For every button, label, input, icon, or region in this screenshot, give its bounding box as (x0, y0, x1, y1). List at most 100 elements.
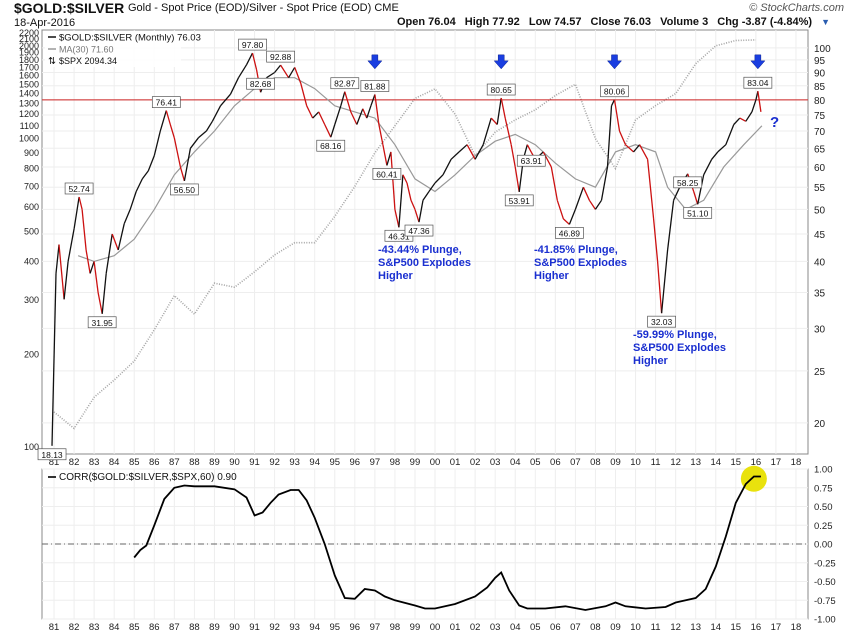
x-tick-label: 08 (590, 457, 601, 468)
y-right-tick-label: 30 (814, 324, 826, 335)
ratio-series-segment (105, 233, 113, 274)
x-tick-label: 03 (490, 457, 501, 468)
ratio-series-segment (251, 52, 258, 71)
annotation-text: -59.99% Plunge, (633, 329, 717, 341)
brand-logo[interactable]: © StockCharts.com (749, 2, 844, 14)
x-tick-label: 13 (690, 457, 701, 468)
y-right-tick-label: 45 (814, 230, 826, 241)
ratio-series-segment (442, 158, 452, 176)
x-tick-label: 93 (289, 622, 300, 633)
x-tick-label: 13 (690, 622, 701, 633)
value-label-box (516, 154, 546, 167)
corr-y-tick-label: 0.25 (814, 521, 833, 532)
ratio-series-segment (189, 137, 199, 149)
corr-title: CORR($GOLD:$SILVER,$SPX,60) 0.90 (59, 472, 237, 483)
ratio-series-segment (73, 196, 80, 229)
ratio-series-segment (67, 228, 75, 262)
ratio-series-segment (147, 155, 155, 172)
ratio-series-segment (141, 170, 149, 180)
down-arrow-icon (750, 54, 766, 70)
ratio-series-segment (58, 244, 65, 300)
corr-y-tick-label: 0.50 (814, 502, 833, 513)
down-arrow-icon (367, 54, 383, 70)
y-left-tick-label: 200 (24, 349, 39, 359)
ratio-series-segment (703, 159, 713, 176)
ratio-series-segment (610, 99, 616, 107)
y-left-tick-label: 1200 (19, 109, 39, 119)
y-left-tick-label: 2000 (19, 41, 39, 51)
x-tick-label: 01 (450, 622, 461, 633)
question-mark: ? (770, 114, 779, 131)
legend-spx: $SPX 2094.34 (59, 56, 117, 66)
y-right-tick-label: 40 (814, 257, 826, 268)
ratio-series-segment (111, 233, 119, 251)
ratio-series-segment (81, 209, 87, 251)
value-label-box (330, 77, 360, 90)
x-tick-label: 86 (149, 457, 160, 468)
symbol-name: Gold - Spot Price (EOD)/Silver - Spot Pr… (128, 2, 372, 14)
x-tick-label: 94 (309, 622, 320, 633)
y-right-tick-label: 55 (814, 183, 826, 194)
ratio-series-segment (745, 111, 753, 122)
y-right-tick-label: 20 (814, 419, 826, 430)
value-label: 46.89 (559, 228, 581, 238)
ratio-series-segment (63, 261, 69, 300)
x-tick-label: 88 (189, 457, 200, 468)
value-label: 81.88 (364, 82, 386, 92)
value-label-box (372, 168, 402, 180)
x-tick-label: 12 (670, 457, 681, 468)
ratio-series-segment (600, 166, 609, 201)
value-label-box (246, 77, 275, 90)
y-left-tick-label: 1400 (19, 89, 39, 99)
ratio-series-segment (334, 105, 342, 125)
x-tick-label: 17 (771, 457, 782, 468)
corr-y-tick-label: -0.50 (814, 577, 836, 588)
ratio-series-segment (733, 117, 741, 125)
ratio-series-segment (458, 144, 468, 153)
value-label: 82.87 (334, 79, 356, 89)
x-tick-label: 05 (530, 622, 541, 633)
annotation-text: S&P500 Explodes (378, 257, 471, 269)
value-label-box (486, 83, 516, 96)
legend-ma: MA(30) 71.60 (59, 45, 114, 55)
ratio-series-segment (588, 199, 596, 210)
value-label: 18.13 (41, 450, 63, 460)
x-tick-label: 07 (570, 622, 581, 633)
ratio-series-segment (474, 144, 484, 160)
chevron-down-icon[interactable]: ▼ (821, 17, 830, 27)
y-left-tick-label: 700 (24, 181, 39, 191)
ratio-series-segment (306, 105, 314, 119)
ratio-series-segment (652, 218, 659, 262)
ohlc-bar: Open 76.04 High 77.92 Low 74.57 Close 76… (397, 16, 836, 28)
corr-highlight-circle (740, 465, 767, 492)
ratio-series-segment (666, 200, 675, 251)
x-tick-label: 92 (269, 457, 280, 468)
x-tick-label: 18 (791, 622, 802, 633)
ratio-series-segment (51, 273, 57, 446)
x-tick-label: 82 (69, 457, 80, 468)
value-label-box (673, 176, 703, 189)
corr-y-tick-label: -0.75 (814, 596, 836, 607)
y-right-tick-label: 70 (814, 127, 826, 138)
ratio-series-segment (739, 117, 747, 122)
value-label-box (266, 50, 295, 63)
ratio-series-segment (101, 273, 107, 314)
value-label-box (504, 194, 534, 207)
value-label-box (683, 206, 713, 219)
ratio-series-segment (414, 209, 420, 223)
y-left-tick-label: 300 (24, 295, 39, 305)
ratio-series-segment (410, 200, 416, 210)
x-tick-label: 87 (169, 457, 180, 468)
ratio-series-segment (613, 99, 621, 132)
value-label-box (404, 224, 434, 237)
value-label: 32.03 (651, 317, 673, 327)
ratio-series-segment (179, 166, 186, 182)
x-tick-label: 01 (450, 457, 461, 468)
y-right-tick-label: 50 (814, 205, 826, 216)
x-tick-label: 05 (530, 457, 541, 468)
y-right-tick-label: 80 (814, 96, 826, 107)
corr-y-tick-label: 0.00 (814, 540, 833, 551)
x-tick-label: 99 (410, 457, 421, 468)
y-left-tick-label: 1300 (19, 98, 39, 108)
ratio-series-segment (633, 144, 641, 153)
